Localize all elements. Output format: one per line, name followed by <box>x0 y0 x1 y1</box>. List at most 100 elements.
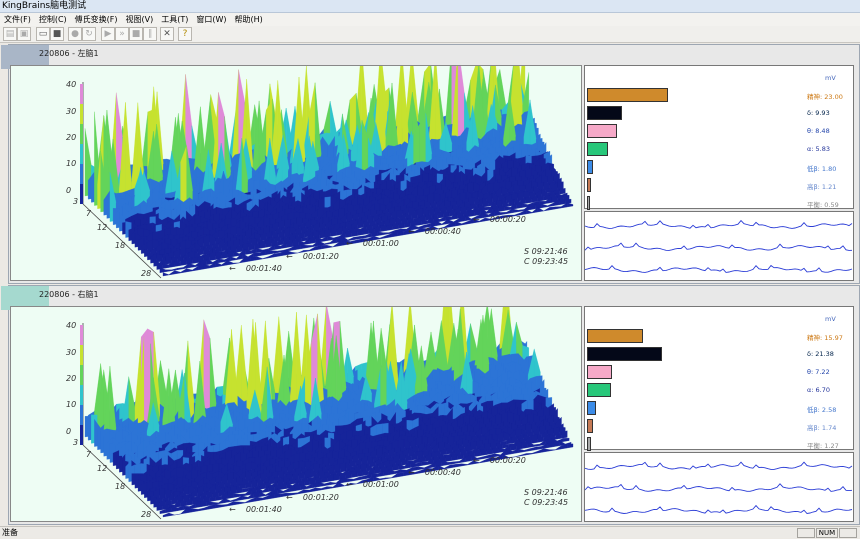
spectrum-facet <box>262 495 269 501</box>
refresh-icon[interactable]: ↻ <box>82 27 96 41</box>
x-tick: 7 <box>86 209 92 218</box>
spectrum-facet <box>547 202 554 207</box>
menu-fourier[interactable]: 傅氏变换(F) <box>74 15 118 24</box>
spectrum-facet <box>256 256 263 261</box>
spectrum-facet <box>531 450 539 455</box>
fast-forward-icon[interactable]: » <box>115 27 129 41</box>
color-scale <box>80 84 83 104</box>
spectrum-facet <box>523 448 531 452</box>
spectrum-facet <box>338 482 345 488</box>
spectrum-facet <box>451 454 458 461</box>
save-icon[interactable]: ▣ <box>17 27 31 41</box>
spectrum-facet <box>262 256 269 260</box>
menu-tools[interactable]: 工具(T) <box>161 15 189 24</box>
time-label: ← 00:01:40 <box>229 264 282 273</box>
open-folder-icon[interactable]: ▭ <box>36 27 50 41</box>
band-label: 平衡: 0.59 <box>807 201 839 209</box>
current-time-stamp: C 09:23:45 <box>524 498 569 507</box>
spectrum-facet <box>392 223 399 230</box>
wave-trace <box>584 483 853 492</box>
x-tick: 28 <box>141 510 152 519</box>
band-label: δ: 9.93 <box>807 109 830 117</box>
spectrum-facet <box>200 500 208 507</box>
spectrum-facet <box>351 230 358 237</box>
band-label: α: 5.83 <box>807 145 831 153</box>
y-tick: 0 <box>66 427 72 436</box>
spectrum-facet <box>162 512 170 518</box>
spectrum-facet <box>162 263 169 269</box>
menu-view[interactable]: 视图(V) <box>125 15 154 24</box>
color-scale <box>80 365 83 385</box>
unit-label: mV <box>825 315 836 323</box>
save-disk-icon[interactable]: ■ <box>50 27 64 41</box>
band-bar <box>587 88 668 102</box>
spectrum-facet <box>521 441 529 449</box>
spectrum-facet <box>300 244 307 249</box>
close-icon[interactable]: ✕ <box>160 27 174 41</box>
spectrum-facet <box>159 488 166 500</box>
band-bar <box>587 142 608 156</box>
y-tick: 20 <box>66 133 77 142</box>
color-scale <box>80 405 83 425</box>
spectrum-facet <box>174 261 181 267</box>
spectrum-facet <box>192 508 199 513</box>
stop-icon[interactable]: ■ <box>129 27 143 41</box>
spectrum-facet <box>165 269 172 272</box>
menu-file[interactable]: 文件(F) <box>4 15 31 24</box>
color-scale <box>80 164 83 184</box>
band-bar <box>587 196 590 210</box>
spectrum-facet <box>209 252 216 261</box>
spectrum-facet <box>218 258 225 263</box>
spectrum-facet <box>455 463 462 468</box>
spectrum-facet <box>382 232 390 235</box>
time-label: ← 00:00:20 <box>473 215 526 224</box>
spectrum-facet <box>339 462 347 473</box>
color-scale <box>80 345 83 365</box>
spectrum-facet <box>470 441 477 451</box>
spectrum-facet <box>253 252 260 257</box>
unit-label: mV <box>825 74 836 82</box>
menu-help[interactable]: 帮助(H) <box>234 15 263 24</box>
spectrum-facet <box>385 477 392 480</box>
spectrum-facet <box>480 448 487 456</box>
spectrum-facet <box>241 495 249 500</box>
spectrum-facet <box>559 198 566 205</box>
pause-icon[interactable]: ∥ <box>143 27 157 41</box>
spectrum-facet <box>206 500 213 506</box>
band-label: α: 6.70 <box>807 386 831 394</box>
num-lock-indicator: NUM <box>816 528 838 538</box>
spectrum-facet <box>215 496 222 501</box>
spectrum-facet <box>541 203 548 208</box>
band-bar <box>587 160 594 174</box>
record-icon[interactable]: ● <box>68 27 82 41</box>
spectrum-facet <box>561 430 568 439</box>
spectrum-facet <box>253 491 260 498</box>
spectrum-facet <box>165 256 172 265</box>
x-axis <box>82 444 162 520</box>
spectrum-facet <box>537 195 544 202</box>
open-icon[interactable]: ▤ <box>3 27 17 41</box>
spectrum-facet <box>324 242 331 245</box>
spectrum-facet <box>186 508 193 514</box>
menu-window[interactable]: 窗口(W) <box>196 15 227 24</box>
spectrum-facet <box>244 499 252 504</box>
spectrum-facet <box>203 234 210 247</box>
spectrum-facet <box>156 504 163 511</box>
panel-title: 220806 - 右脑1 <box>39 290 99 299</box>
spectrum-facet <box>492 447 499 454</box>
spectrum-facet <box>327 236 334 241</box>
spectrum-facet <box>274 252 281 258</box>
color-scale <box>80 144 83 164</box>
band-bar <box>587 365 613 379</box>
play-icon[interactable]: ▶ <box>101 27 115 41</box>
spectrum-svg <box>80 25 574 279</box>
spectrum-facet <box>566 443 574 449</box>
help-icon[interactable]: ? <box>178 27 192 41</box>
color-scale <box>80 124 83 144</box>
menu-control[interactable]: 控制(C) <box>38 15 67 24</box>
spectrum-facet <box>274 493 281 499</box>
eeg-panel-left: 220806 - 左脑1 0 10 20 30 40 3 7 12 18 28 … <box>1 25 860 284</box>
start-time-stamp: S 09:21:46 <box>524 247 568 256</box>
raw-wave-svg <box>584 219 853 273</box>
raw-wave-panel <box>584 211 854 281</box>
